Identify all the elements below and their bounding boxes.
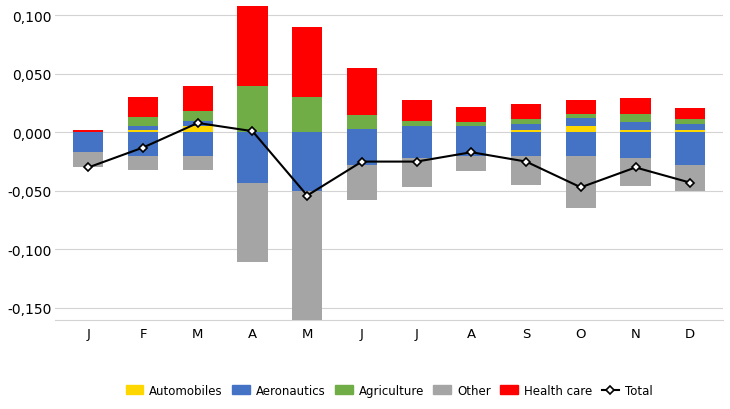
Bar (675, 108, 705, 120)
Bar (566, 115, 596, 119)
Bar (675, 133, 705, 166)
Bar (182, 127, 213, 133)
Bar (237, 133, 267, 183)
Bar (182, 156, 213, 171)
Bar (347, 166, 377, 201)
Bar (182, 112, 213, 121)
Bar (128, 130, 158, 133)
Bar (620, 123, 650, 130)
Bar (73, 133, 104, 153)
Bar (128, 118, 158, 127)
Bar (456, 123, 486, 127)
Bar (456, 127, 486, 133)
Bar (511, 105, 541, 120)
Bar (73, 130, 104, 133)
Bar (511, 130, 541, 133)
Bar (675, 166, 705, 191)
Bar (73, 153, 104, 168)
Bar (237, 86, 267, 133)
Bar (347, 69, 377, 115)
Bar (347, 133, 377, 166)
Bar (511, 156, 541, 186)
Bar (620, 99, 650, 115)
Bar (566, 100, 596, 115)
Bar (620, 133, 650, 159)
Bar (128, 133, 158, 156)
Bar (292, 98, 322, 133)
Bar (620, 159, 650, 187)
Bar (456, 156, 486, 171)
Bar (182, 86, 213, 112)
Bar (237, 0, 267, 86)
Bar (292, 191, 322, 323)
Bar (511, 133, 541, 156)
Bar (347, 115, 377, 130)
Bar (292, 133, 322, 191)
Bar (675, 125, 705, 130)
Bar (292, 28, 322, 98)
Bar (566, 133, 596, 156)
Legend: Automobiles, Aeronautics, Agriculture, Other, Health care, Total: Automobiles, Aeronautics, Agriculture, O… (121, 379, 658, 402)
Bar (128, 127, 158, 130)
Bar (566, 119, 596, 127)
Bar (182, 121, 213, 127)
Bar (237, 183, 267, 263)
Bar (511, 125, 541, 130)
Bar (675, 120, 705, 125)
Bar (566, 156, 596, 209)
Bar (128, 156, 158, 171)
Bar (402, 121, 431, 127)
Bar (402, 159, 431, 188)
Bar (402, 100, 431, 121)
Bar (511, 120, 541, 125)
Bar (182, 133, 213, 156)
Bar (675, 130, 705, 133)
Bar (456, 133, 486, 156)
Bar (128, 98, 158, 118)
Bar (620, 130, 650, 133)
Bar (402, 133, 431, 159)
Bar (347, 130, 377, 133)
Bar (620, 115, 650, 123)
Bar (566, 127, 596, 133)
Bar (456, 107, 486, 123)
Bar (402, 127, 431, 133)
